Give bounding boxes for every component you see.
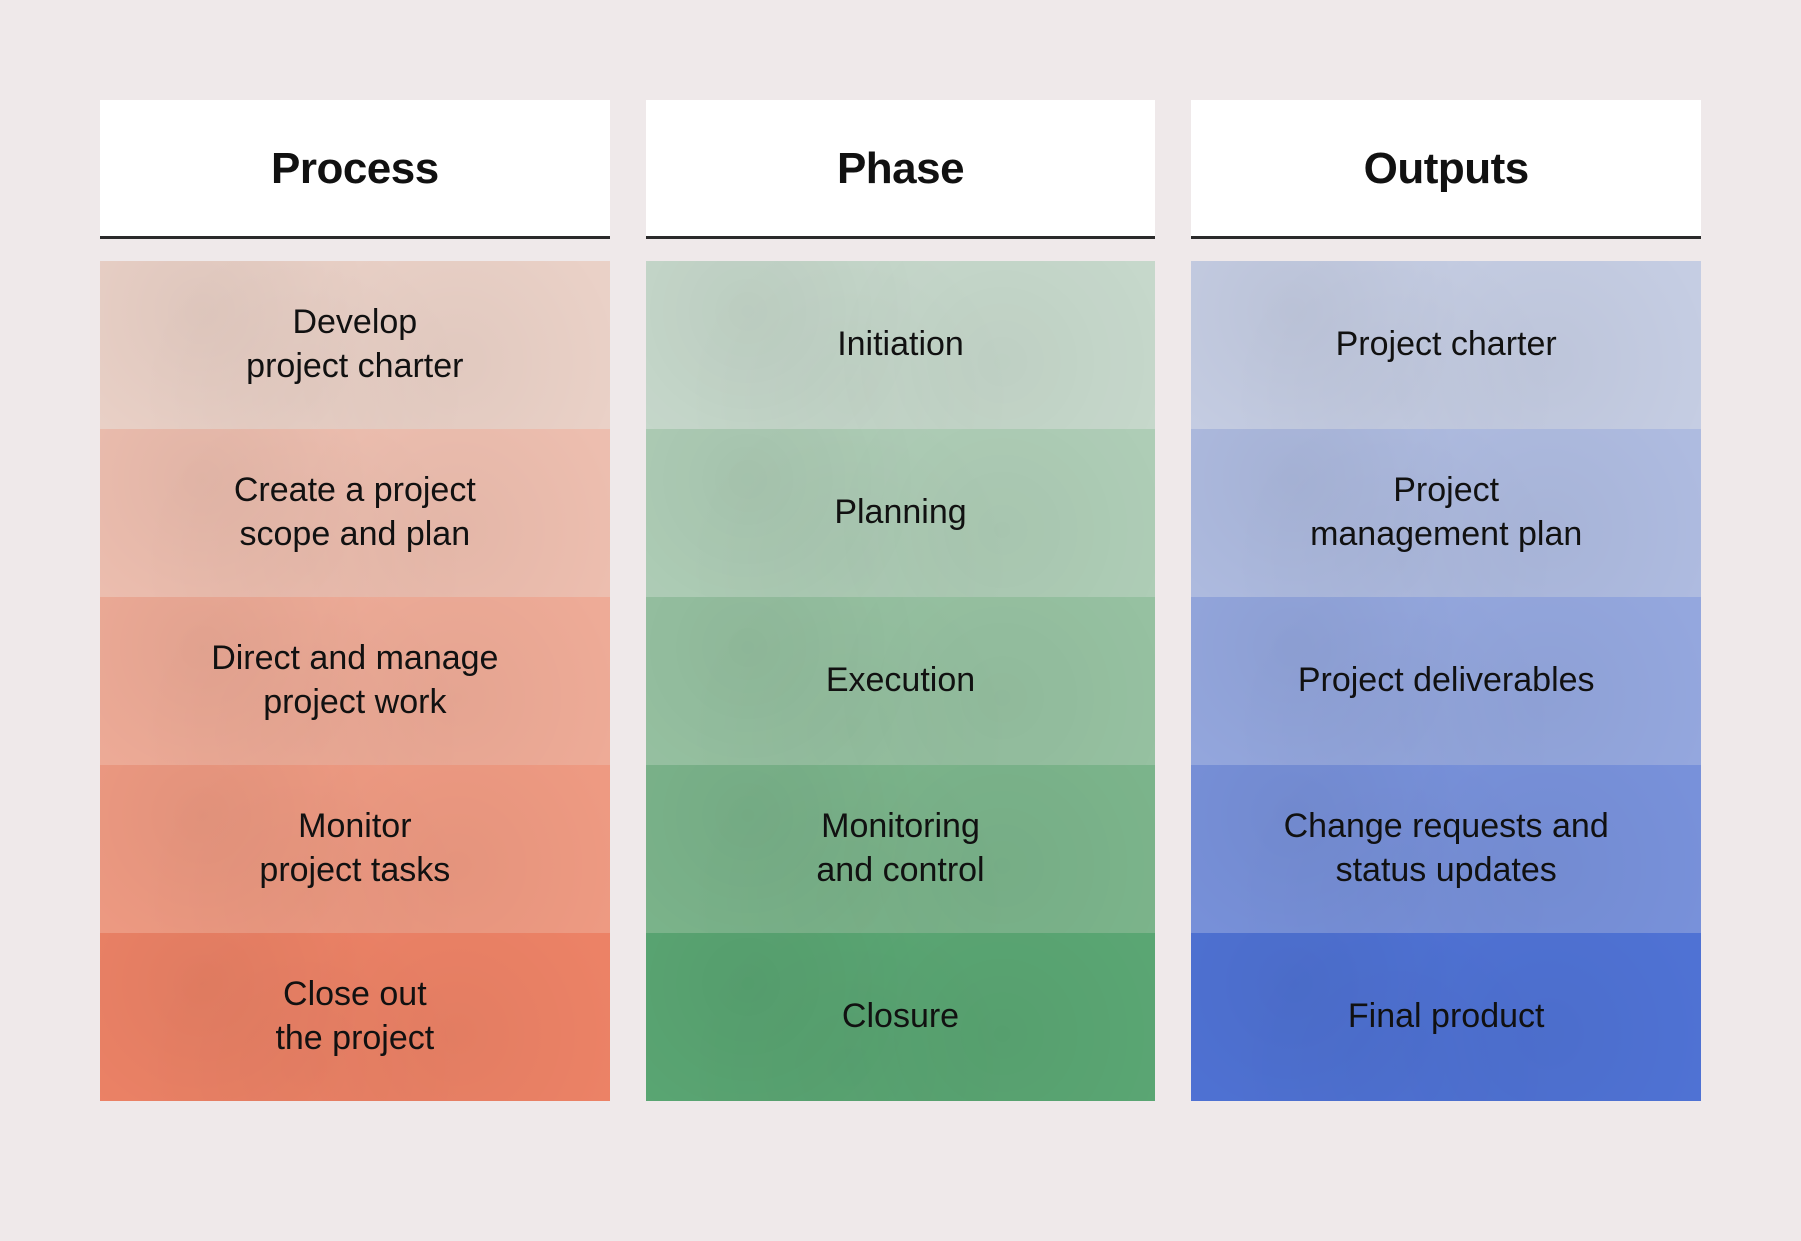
cell-label: Monitoring and control <box>816 805 984 892</box>
column-header-phase: Phase <box>646 100 1156 236</box>
cell-label: Final product <box>1348 995 1545 1039</box>
cell-phase-0: Initiation <box>646 261 1156 429</box>
cell-phase-2: Execution <box>646 597 1156 765</box>
cell-process-0: Develop project charter <box>100 261 610 429</box>
column-header-gap <box>100 239 610 261</box>
column-phase: Phase Initiation Planning Execution Moni… <box>646 100 1156 1101</box>
column-header-outputs: Outputs <box>1191 100 1701 236</box>
cell-label: Closure <box>842 995 959 1039</box>
column-outputs: Outputs Project charter Project manageme… <box>1191 100 1701 1101</box>
cell-label: Create a project scope and plan <box>234 469 476 556</box>
infographic-canvas: Process Develop project charter Create a… <box>0 0 1801 1241</box>
cell-outputs-3: Change requests and status updates <box>1191 765 1701 933</box>
cell-label: Initiation <box>837 323 964 367</box>
cell-label: Project charter <box>1336 323 1557 367</box>
column-header-gap <box>1191 239 1701 261</box>
cell-process-4: Close out the project <box>100 933 610 1101</box>
cell-phase-3: Monitoring and control <box>646 765 1156 933</box>
cell-label: Project management plan <box>1310 469 1582 556</box>
cell-process-2: Direct and manage project work <box>100 597 610 765</box>
cell-label: Project deliverables <box>1298 659 1595 703</box>
column-header-gap <box>646 239 1156 261</box>
cell-phase-1: Planning <box>646 429 1156 597</box>
cell-outputs-0: Project charter <box>1191 261 1701 429</box>
cell-outputs-2: Project deliverables <box>1191 597 1701 765</box>
column-process: Process Develop project charter Create a… <box>100 100 610 1101</box>
cell-outputs-4: Final product <box>1191 933 1701 1101</box>
column-title: Phase <box>837 144 964 193</box>
column-title: Outputs <box>1364 144 1529 193</box>
cell-process-1: Create a project scope and plan <box>100 429 610 597</box>
cell-label: Develop project charter <box>246 301 463 388</box>
cell-outputs-1: Project management plan <box>1191 429 1701 597</box>
cell-label: Direct and manage project work <box>211 637 498 724</box>
cell-label: Planning <box>834 491 966 535</box>
column-header-process: Process <box>100 100 610 236</box>
cell-label: Execution <box>826 659 975 703</box>
cell-label: Close out the project <box>275 973 434 1060</box>
cell-process-3: Monitor project tasks <box>100 765 610 933</box>
cell-label: Monitor project tasks <box>259 805 450 892</box>
cell-label: Change requests and status updates <box>1284 805 1609 892</box>
cell-phase-4: Closure <box>646 933 1156 1101</box>
column-title: Process <box>271 144 439 193</box>
